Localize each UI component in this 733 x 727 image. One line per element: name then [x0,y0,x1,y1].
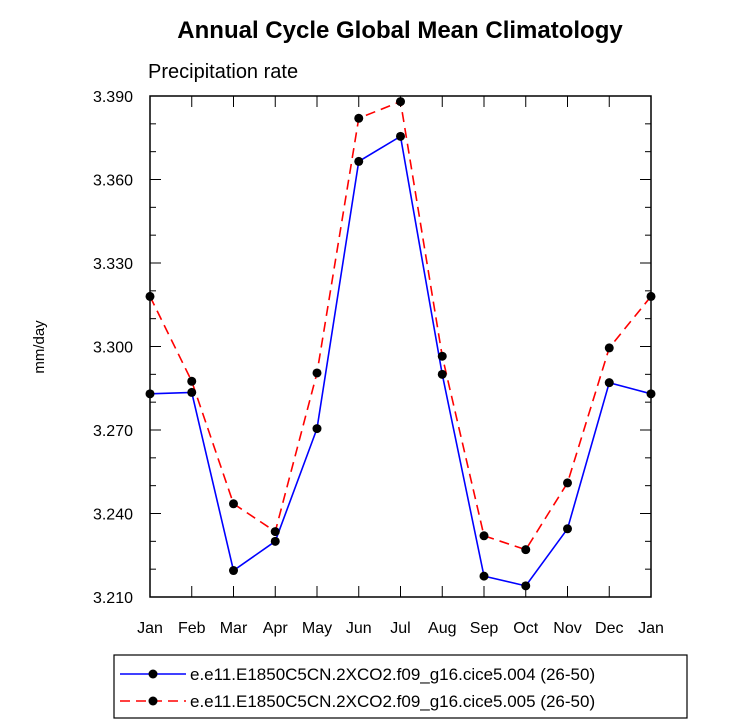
series-1-point [479,571,489,581]
x-tick-label: Oct [513,620,538,637]
series-1-point [270,536,280,546]
axis-ticks [149,95,652,598]
legend-box [113,654,688,719]
series-2-point [479,531,489,541]
x-tick-label: Apr [263,620,289,637]
y-tick-label: 3.360 [93,173,133,190]
x-tick-label: Aug [428,620,456,637]
series-2-point [396,97,405,107]
x-tick-label: Jan [137,620,163,637]
plot-frame [149,95,652,598]
legend-items: e.e11.E1850C5CN.2XCO2.f09_g16.cice5.004 … [120,665,595,711]
y-axis-label: mm/day [31,320,48,374]
x-tick-label: Jan [638,620,664,637]
x-tick-label: Nov [553,620,581,637]
series-2-point [312,368,322,378]
x-tick-label: Jul [390,620,410,637]
y-tick-label: 3.240 [93,507,133,524]
series-1-point [563,524,572,534]
series-2-point [646,291,656,301]
series-1-point [604,378,614,388]
series-line-2 [149,100,652,551]
y-tick-label: 3.330 [93,256,133,273]
legend-label-2: e.e11.E1850C5CN.2XCO2.f09_g16.cice5.005 … [190,692,595,711]
series-1-point [646,389,656,399]
y-tick-labels: 3.210 3.240 3.270 3.300 3.330 3.360 3.390 [93,89,133,607]
series-2-point [354,113,364,123]
series-2-point [521,545,531,555]
chart-subtitle: Precipitation rate [148,61,298,83]
legend-marker-2 [148,696,158,706]
series-1-point [396,131,405,141]
y-tick-label: 3.210 [93,590,133,607]
series-line-1 [149,135,652,587]
series-2-point [563,478,572,488]
x-tick-label: Sep [470,620,499,637]
series-1-point [437,369,447,379]
series-1-point [229,566,238,576]
y-tick-label: 3.300 [93,340,133,357]
x-tick-labels: Jan Feb Mar Apr May Jun Jul Aug Sep Oct Nov Dec Jan [137,620,664,637]
y-tick-label: 3.390 [93,89,133,106]
x-tick-label: Feb [178,620,206,637]
series-1-point [145,389,155,399]
x-tick-label: Mar [220,620,248,637]
series-2-point [270,527,280,537]
series-2-point [145,291,155,301]
x-tick-label: May [302,620,332,637]
series-2-point [437,351,447,361]
series-2-point [187,376,197,386]
series-1-point [521,581,531,591]
series-2-point [229,499,238,509]
y-tick-label: 3.270 [93,423,133,440]
series-1-point [312,424,322,434]
series-2-point [604,343,614,353]
series-1-point [187,387,197,397]
x-tick-label: Dec [595,620,623,637]
legend: e.e11.E1850C5CN.2XCO2.f09_g16.cice5.004 … [113,654,688,719]
legend-marker-1 [148,669,158,679]
series-1-point [354,156,364,166]
legend-label-1: e.e11.E1850C5CN.2XCO2.f09_g16.cice5.004 … [190,665,595,684]
x-tick-label: Jun [346,620,372,637]
chart-title: Annual Cycle Global Mean Climatology [177,17,623,44]
series-layer [145,97,656,591]
